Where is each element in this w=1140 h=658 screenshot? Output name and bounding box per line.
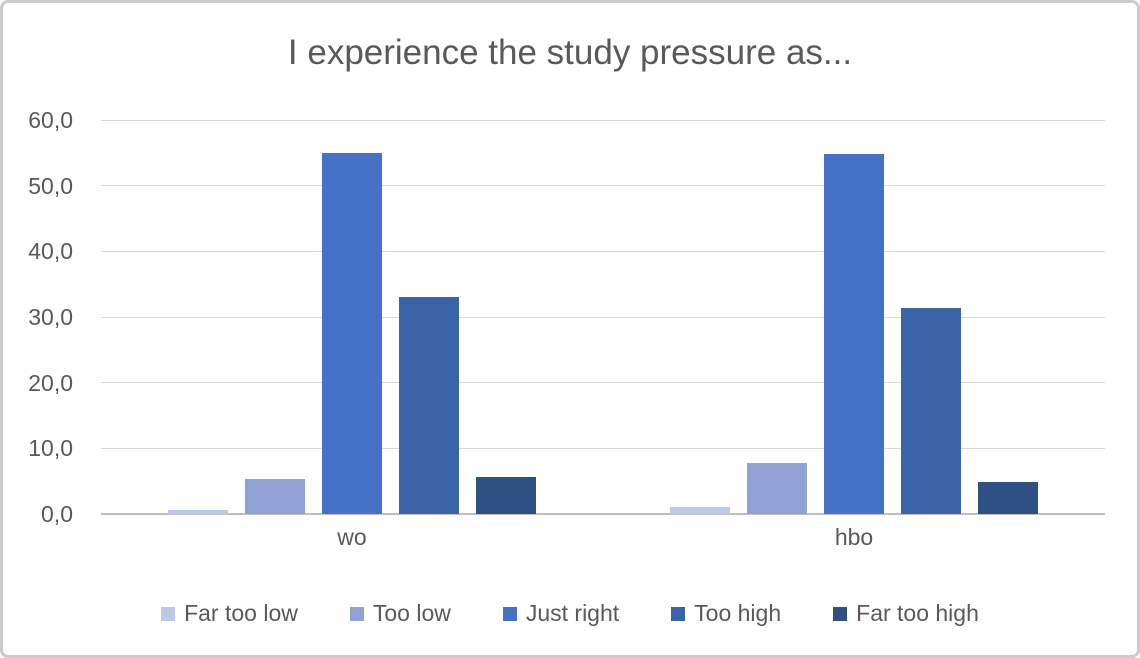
x-axis-category-label-hbo: hbo <box>834 524 874 550</box>
x-axis-category-label-wo: wo <box>337 524 367 550</box>
gridline-60 <box>101 119 1105 121</box>
bar-too-low-hbo <box>747 463 807 514</box>
legend-label: Just right <box>525 600 620 626</box>
gridline-20 <box>101 382 1105 384</box>
legend-item-far-too-high: Far too high <box>833 600 979 627</box>
y-axis-tick-label: 40,0 <box>28 238 73 265</box>
legend-item-too-low: Too low <box>349 600 451 627</box>
legend-label: Far too high <box>856 600 979 626</box>
legend-marker-icon <box>349 606 364 621</box>
gridline-10 <box>101 447 1105 449</box>
legend-marker-icon <box>502 606 517 621</box>
bar-too-low-wo <box>245 479 305 514</box>
gridline-50 <box>101 185 1105 187</box>
y-axis-tick-label: 50,0 <box>28 172 73 199</box>
legend-marker-icon <box>833 606 848 621</box>
y-axis-tick-label: 10,0 <box>28 435 73 462</box>
y-axis-tick-label: 60,0 <box>28 107 73 133</box>
gridline-30 <box>101 316 1105 318</box>
gridline-40 <box>101 250 1105 252</box>
legend-label: Too high <box>694 600 782 626</box>
legend-label: Far too low <box>184 600 298 626</box>
bar-too-high-hbo <box>901 308 961 514</box>
bar-far-too-high-hbo <box>978 482 1038 514</box>
bar-far-too-low-hbo <box>670 507 730 514</box>
legend-item-far-too-low: Far too low <box>161 600 298 627</box>
legend-item-just-right: Just right <box>502 600 620 627</box>
plot-area: 0,0 10,0 20,0 30,0 40,0 50,0 60,0 wo hbo <box>28 109 1105 550</box>
bar-just-right-wo <box>322 153 382 514</box>
x-axis-line <box>101 513 1105 515</box>
bar-just-right-hbo <box>824 154 884 514</box>
bar-far-too-low-wo <box>168 510 228 514</box>
legend-item-too-high: Too high <box>671 600 781 627</box>
legend-marker-icon <box>161 606 176 621</box>
legend: Far too low Too low Just right Too high Far … <box>3 600 1137 627</box>
y-axis-tick-label: 20,0 <box>28 369 73 396</box>
chart-title: I experience the study pressure as... <box>287 33 853 72</box>
legend-label: Too low <box>372 600 451 626</box>
legend-marker-icon <box>671 606 686 621</box>
y-axis-tick-label: 0,0 <box>41 501 73 527</box>
bar-too-high-wo <box>399 297 459 514</box>
y-axis-tick-label: 30,0 <box>28 304 73 330</box>
bar-far-too-high-wo <box>476 477 536 514</box>
